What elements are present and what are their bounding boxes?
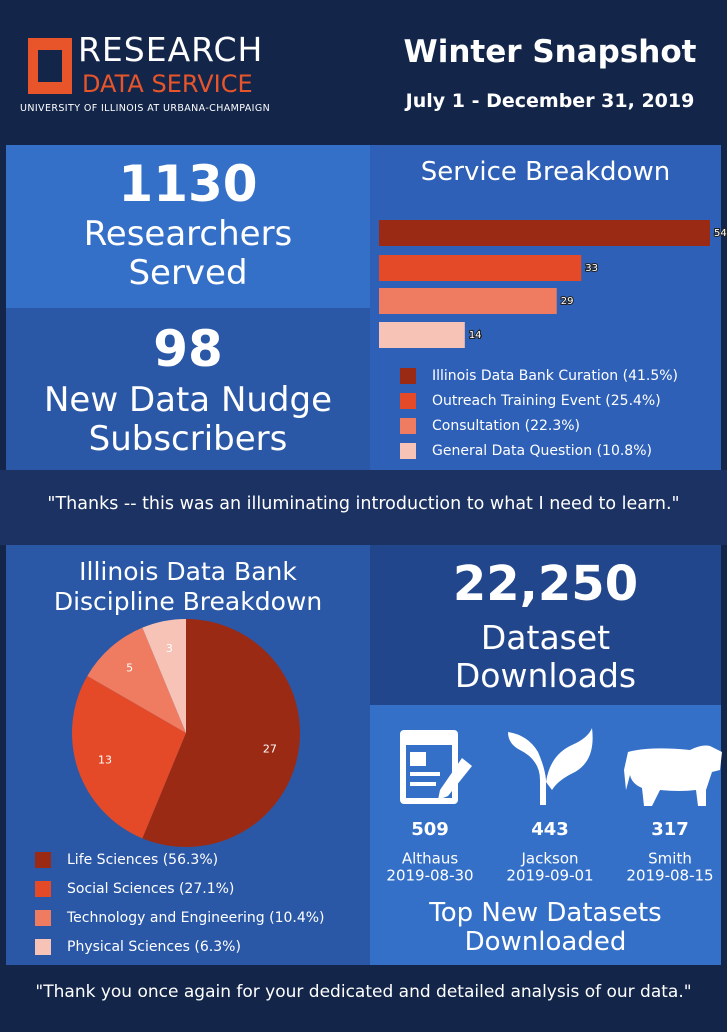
legend-label: Life Sciences (56.3%) [67, 852, 218, 868]
header-panel [6, 6, 721, 144]
pie-value-label: 3 [166, 642, 173, 655]
stat-label: Downloads [454, 656, 637, 695]
stat-number: 22,250 [452, 556, 639, 612]
bar [379, 255, 582, 281]
logo-block [38, 50, 62, 82]
bar-value-label: 14 [469, 330, 482, 341]
legend-label: Illinois Data Bank Curation (41.5%) [432, 368, 678, 384]
stat-label: Dataset [480, 618, 611, 657]
chart-title: Service Breakdown [420, 157, 671, 187]
quote: "Thanks -- this was an illuminating intr… [47, 494, 680, 514]
legend-swatch [400, 443, 416, 459]
download-count: 317 [651, 819, 689, 840]
stat-panel [370, 545, 721, 705]
icon-plant [508, 728, 593, 805]
legend-label: Physical Sciences (6.3%) [67, 939, 241, 955]
pie-slice [72, 676, 186, 839]
legend-swatch [35, 910, 51, 926]
icon-document [400, 730, 472, 804]
stat-panel [6, 145, 370, 308]
bar-value-label: 33 [585, 263, 598, 274]
legend-label: Consultation (22.3%) [432, 418, 580, 434]
dataset-name: Smith [648, 850, 692, 868]
section-title: Downloaded [464, 927, 627, 957]
bar [379, 322, 465, 348]
logo-subtitle: UNIVERSITY OF ILLINOIS AT URBANA-CHAMPAI… [20, 103, 271, 114]
stat-label: Researchers [83, 214, 293, 254]
legend-swatch [400, 418, 416, 434]
bar [379, 220, 710, 246]
logo-text: DATA SERVICE [82, 70, 253, 98]
legend-swatch [35, 939, 51, 955]
chart-title: Illinois Data Bank [79, 557, 297, 586]
stat-label: Served [128, 253, 248, 293]
legend-label: Outreach Training Event (25.4%) [432, 393, 661, 409]
legend-label: Social Sciences (27.1%) [67, 881, 234, 897]
subtitle: July 1 - December 31, 2019 [405, 90, 695, 112]
stat-number: 1130 [118, 155, 258, 213]
logo-text: RESEARCH [78, 30, 264, 69]
dataset-date: 2019-09-01 [506, 867, 593, 885]
download-count: 443 [531, 819, 569, 840]
stat-label: New Data Nudge [43, 380, 333, 420]
dataset-name: Althaus [402, 850, 459, 868]
legend-swatch [400, 368, 416, 384]
quote: "Thank you once again for your dedicated… [35, 982, 692, 1002]
pie-value-label: 5 [126, 662, 133, 675]
legend-label: General Data Question (10.8%) [432, 443, 652, 459]
legend-swatch [35, 852, 51, 868]
dataset-name: Jackson [520, 850, 578, 868]
bar-value-label: 29 [561, 296, 574, 307]
stat-panel [6, 308, 370, 470]
quote-panel [0, 470, 727, 545]
pie-slice [142, 619, 301, 848]
pie-value-label: 13 [98, 753, 112, 766]
bar-value-label: 54 [714, 228, 727, 239]
legend-swatch [400, 393, 416, 409]
dataset-date: 2019-08-15 [626, 867, 713, 885]
chart-title: Discipline Breakdown [53, 587, 323, 616]
dataset-date: 2019-08-30 [386, 867, 473, 885]
stat-number: 98 [153, 320, 223, 378]
download-count: 509 [411, 819, 449, 840]
title: Winter Snapshot [403, 34, 697, 70]
pie-slice [87, 627, 186, 733]
stat-label: Subscribers [88, 419, 288, 459]
legend-swatch [35, 881, 51, 897]
pie-value-label: 27 [263, 743, 277, 756]
pie-slice [142, 619, 186, 733]
legend-label: Technology and Engineering (10.4%) [66, 910, 325, 926]
bar [379, 288, 557, 314]
section-title: Top New Datasets [429, 898, 662, 928]
icon-cow [624, 745, 722, 806]
